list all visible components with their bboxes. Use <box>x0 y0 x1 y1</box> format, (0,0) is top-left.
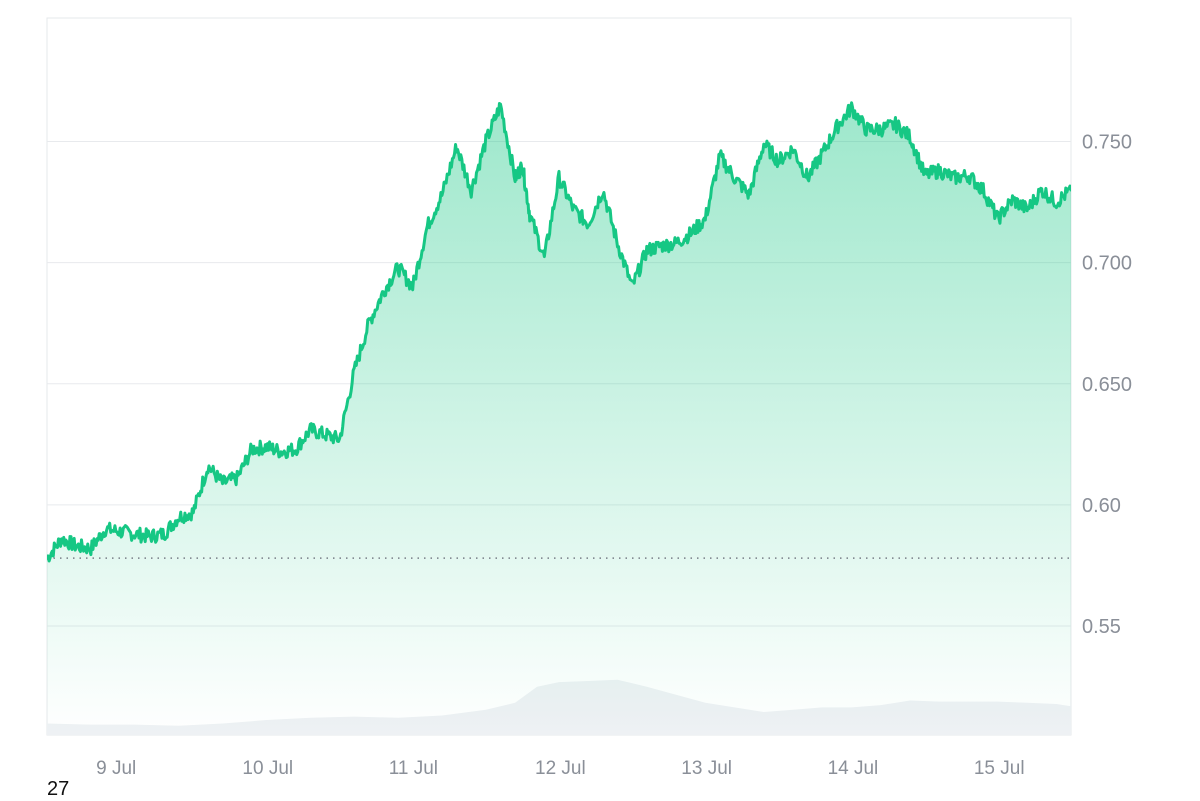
y-tick-label: 0.650 <box>1082 374 1132 396</box>
x-tick-label: 13 Jul <box>681 758 732 779</box>
y-tick-label: 0.60 <box>1082 495 1121 517</box>
x-tick-label: 15 Jul <box>974 758 1025 779</box>
x-tick-label: 14 Jul <box>828 758 879 779</box>
y-axis: 0.750 0.700 0.650 0.60 0.55 <box>1082 132 1132 638</box>
x-axis: 9 Jul 10 Jul 11 Jul 12 Jul 13 Jul 14 Jul 15 Ju… <box>96 758 1024 779</box>
price-area <box>47 102 1071 735</box>
price-area-fill <box>47 102 1071 735</box>
price-line <box>47 101 1071 563</box>
y-tick-label: 0.750 <box>1082 132 1132 154</box>
price-line-series <box>47 101 1071 563</box>
footnote-number: 27 <box>47 778 70 800</box>
y-tick-label: 0.700 <box>1082 253 1132 275</box>
y-tick-label: 0.55 <box>1082 616 1121 638</box>
x-tick-label: 11 Jul <box>389 758 438 779</box>
x-tick-label: 12 Jul <box>535 758 586 779</box>
x-tick-label: 9 Jul <box>96 758 136 779</box>
x-tick-label: 10 Jul <box>242 758 293 779</box>
